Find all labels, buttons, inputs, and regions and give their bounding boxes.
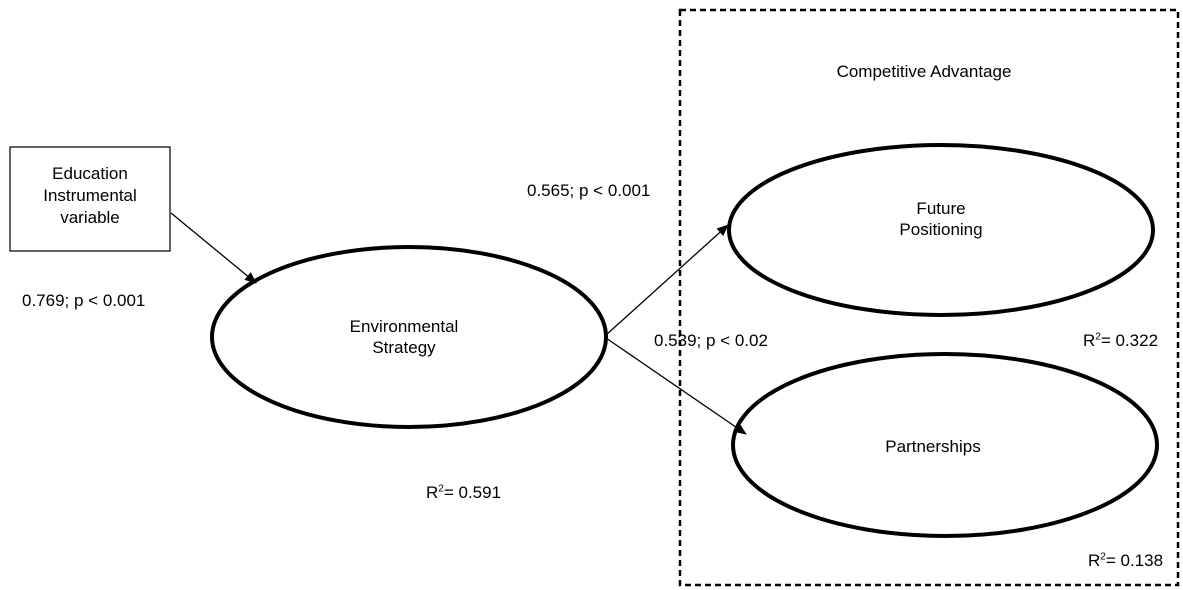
path-label-strategy-to-partnerships: 0.539; p < 0.02 (654, 331, 768, 350)
partnerships-node (731, 352, 1159, 538)
education-label-line3: variable (60, 208, 120, 227)
r2-symbol: R (1083, 331, 1096, 350)
r2-symbol: R (1088, 551, 1101, 570)
environmental-strategy-line2: Strategy (372, 338, 436, 357)
future-positioning-line2: Positioning (899, 220, 983, 239)
future-positioning-node (727, 143, 1155, 317)
partnerships-line1: Partnerships (885, 437, 981, 456)
education-node-box (9, 146, 171, 252)
environmental-strategy-label: Environmental Strategy (350, 316, 459, 358)
r2-exponent: 2 (1100, 551, 1106, 563)
r2-future-positioning: R2= 0.322 (1083, 330, 1158, 351)
competitive-advantage-title: Competitive Advantage (836, 62, 1012, 81)
arrow-strategy-to-future (605, 224, 729, 336)
education-label-line2: Instrumental (43, 186, 137, 205)
future-positioning-label: Future Positioning (899, 198, 982, 240)
environmental-strategy-node (210, 245, 608, 429)
r2-value: = 0.591 (443, 483, 502, 502)
r2-environmental-strategy: R2= 0.591 (426, 482, 501, 503)
partnerships-label: Partnerships (885, 436, 980, 457)
path-label-strategy-to-future: 0.565; p < 0.001 (527, 181, 651, 200)
r2-value: = 0.322 (1100, 331, 1159, 350)
education-node-label: Education Instrumental variable (43, 163, 137, 229)
education-label-line1: Education (52, 164, 128, 183)
competitive-advantage-group-box (678, 8, 1180, 587)
future-positioning-line1: Future (916, 199, 966, 218)
r2-exponent: 2 (1095, 331, 1101, 343)
r2-symbol: R (426, 483, 439, 502)
r2-value: = 0.138 (1105, 551, 1164, 570)
environmental-strategy-line1: Environmental (349, 317, 459, 336)
arrow-education-to-strategy (170, 212, 257, 284)
r2-exponent: 2 (438, 483, 444, 495)
path-label-education-to-strategy: 0.769; p < 0.001 (22, 291, 146, 310)
arrow-strategy-to-partnerships (605, 337, 747, 435)
r2-partnerships: R2= 0.138 (1088, 550, 1163, 571)
